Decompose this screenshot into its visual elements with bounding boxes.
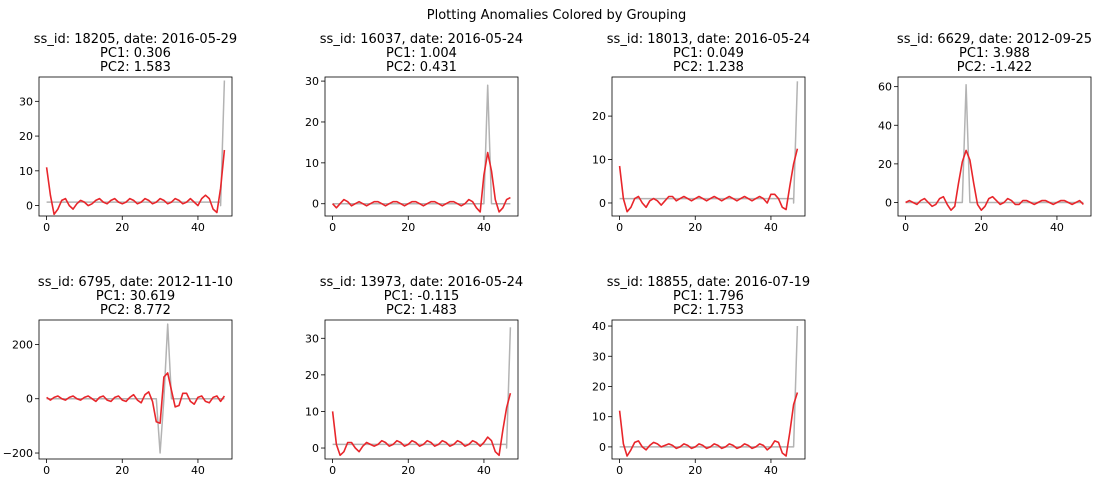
subplot-title-line: ss_id: 18205, date: 2016-05-29 bbox=[34, 32, 237, 47]
raw-series-line bbox=[46, 323, 225, 454]
subplot-title-line: PC1: 30.619 bbox=[96, 289, 175, 304]
axes-frame bbox=[38, 76, 233, 217]
smoothed-series-line bbox=[332, 151, 511, 213]
subplot-title-line: PC2: 1.753 bbox=[673, 303, 744, 318]
raw-series-line bbox=[332, 327, 512, 449]
subplot-title-line: ss_id: 18855, date: 2016-07-19 bbox=[607, 275, 810, 290]
smoothed-series-line bbox=[905, 149, 1084, 211]
subplot-title-line: PC1: 3.988 bbox=[959, 46, 1030, 61]
y-tick-label: 10 bbox=[592, 154, 606, 167]
y-tick-label: 20 bbox=[305, 116, 319, 129]
raw-series-line bbox=[332, 84, 511, 205]
x-tick-label: 0 bbox=[329, 221, 336, 234]
x-tick-label: 20 bbox=[115, 464, 129, 477]
x-tick-label: 40 bbox=[191, 221, 205, 234]
x-tick-label: 0 bbox=[43, 464, 50, 477]
x-tick-label: 20 bbox=[115, 221, 129, 234]
y-tick-label: 0 bbox=[26, 393, 33, 406]
y-tick-label: 0 bbox=[312, 198, 319, 211]
subplot-title-line: PC2: 1.238 bbox=[673, 60, 744, 75]
x-tick-label: 0 bbox=[616, 464, 623, 477]
axes-frame bbox=[324, 76, 519, 217]
y-tick-label: 30 bbox=[305, 332, 319, 345]
subplot-title-line: ss_id: 16037, date: 2016-05-24 bbox=[320, 32, 523, 47]
subplot-title-line: PC2: -1.422 bbox=[957, 60, 1033, 75]
axes-frame bbox=[611, 76, 806, 217]
x-tick-label: 40 bbox=[477, 464, 491, 477]
y-tick-label: 30 bbox=[19, 95, 33, 108]
x-tick-label: 20 bbox=[401, 464, 415, 477]
subplot-title-line: PC2: 8.772 bbox=[100, 303, 171, 318]
subplot-title-line: ss_id: 13973, date: 2016-05-24 bbox=[320, 275, 523, 290]
x-tick-label: 0 bbox=[329, 464, 336, 477]
y-tick-label: 0 bbox=[885, 196, 892, 209]
y-tick-label: 30 bbox=[592, 350, 606, 363]
axes-frame bbox=[324, 319, 519, 460]
x-tick-label: 0 bbox=[616, 221, 623, 234]
y-tick-label: 10 bbox=[19, 165, 33, 178]
x-tick-label: 20 bbox=[688, 221, 702, 234]
y-tick-label: 40 bbox=[592, 320, 606, 333]
y-tick-label: 20 bbox=[19, 130, 33, 143]
x-tick-label: 20 bbox=[688, 464, 702, 477]
y-tick-label: 10 bbox=[305, 405, 319, 418]
smoothed-series-line bbox=[618, 392, 799, 457]
subplot-title-line: PC1: 0.306 bbox=[100, 46, 171, 61]
subplot-title-line: PC1: 0.049 bbox=[673, 46, 744, 61]
subplot-title-line: PC1: 1.796 bbox=[673, 289, 744, 304]
y-tick-label: 20 bbox=[592, 380, 606, 393]
axes-frame bbox=[897, 76, 1092, 217]
x-tick-label: 0 bbox=[902, 221, 909, 234]
y-tick-label: 200 bbox=[12, 338, 33, 351]
y-tick-label: 60 bbox=[878, 81, 892, 94]
x-tick-label: 40 bbox=[1050, 221, 1064, 234]
smoothed-series-line bbox=[46, 372, 226, 425]
y-tick-label: 30 bbox=[305, 75, 319, 88]
axes-frame bbox=[38, 319, 233, 460]
smoothed-series-line bbox=[45, 149, 226, 216]
subplot-title-line: ss_id: 6795, date: 2012-11-10 bbox=[38, 275, 233, 290]
y-tick-label: 20 bbox=[305, 369, 319, 382]
subplot-title-line: ss_id: 18013, date: 2016-05-24 bbox=[607, 32, 810, 47]
y-tick-label: 20 bbox=[592, 110, 606, 123]
subplot-title-line: PC2: 0.431 bbox=[386, 60, 457, 75]
raw-series-line bbox=[905, 83, 1084, 204]
y-tick-label: 20 bbox=[878, 158, 892, 171]
y-tick-label: 0 bbox=[312, 442, 319, 455]
x-tick-label: 20 bbox=[401, 221, 415, 234]
subplot-title-line: PC2: 1.483 bbox=[386, 303, 457, 318]
smoothed-series-line bbox=[331, 392, 512, 457]
raw-series-line bbox=[46, 80, 226, 207]
subplot-title-line: PC2: 1.583 bbox=[100, 60, 171, 75]
figure-title: Plotting Anomalies Colored by Grouping bbox=[426, 8, 687, 23]
raw-series-line bbox=[619, 81, 799, 204]
y-tick-label: 10 bbox=[592, 411, 606, 424]
x-tick-label: 40 bbox=[764, 221, 778, 234]
subplot-title-line: PC1: -0.115 bbox=[384, 289, 460, 304]
y-tick-label: 0 bbox=[599, 197, 606, 210]
y-tick-label: 0 bbox=[599, 441, 606, 454]
y-tick-label: 10 bbox=[305, 157, 319, 170]
x-tick-label: 0 bbox=[43, 221, 50, 234]
subplot-title-line: PC1: 1.004 bbox=[386, 46, 457, 61]
y-tick-label: 40 bbox=[878, 119, 892, 132]
raw-series-line bbox=[619, 325, 799, 448]
subplot-title-line: ss_id: 6629, date: 2012-09-25 bbox=[897, 32, 1092, 47]
axes-frame bbox=[611, 319, 806, 460]
x-tick-label: 40 bbox=[764, 464, 778, 477]
smoothed-series-line bbox=[618, 148, 799, 213]
x-tick-label: 40 bbox=[191, 464, 205, 477]
x-tick-label: 40 bbox=[477, 221, 491, 234]
y-tick-label: −200 bbox=[3, 447, 33, 460]
x-tick-label: 20 bbox=[974, 221, 988, 234]
y-tick-label: 0 bbox=[26, 200, 33, 213]
